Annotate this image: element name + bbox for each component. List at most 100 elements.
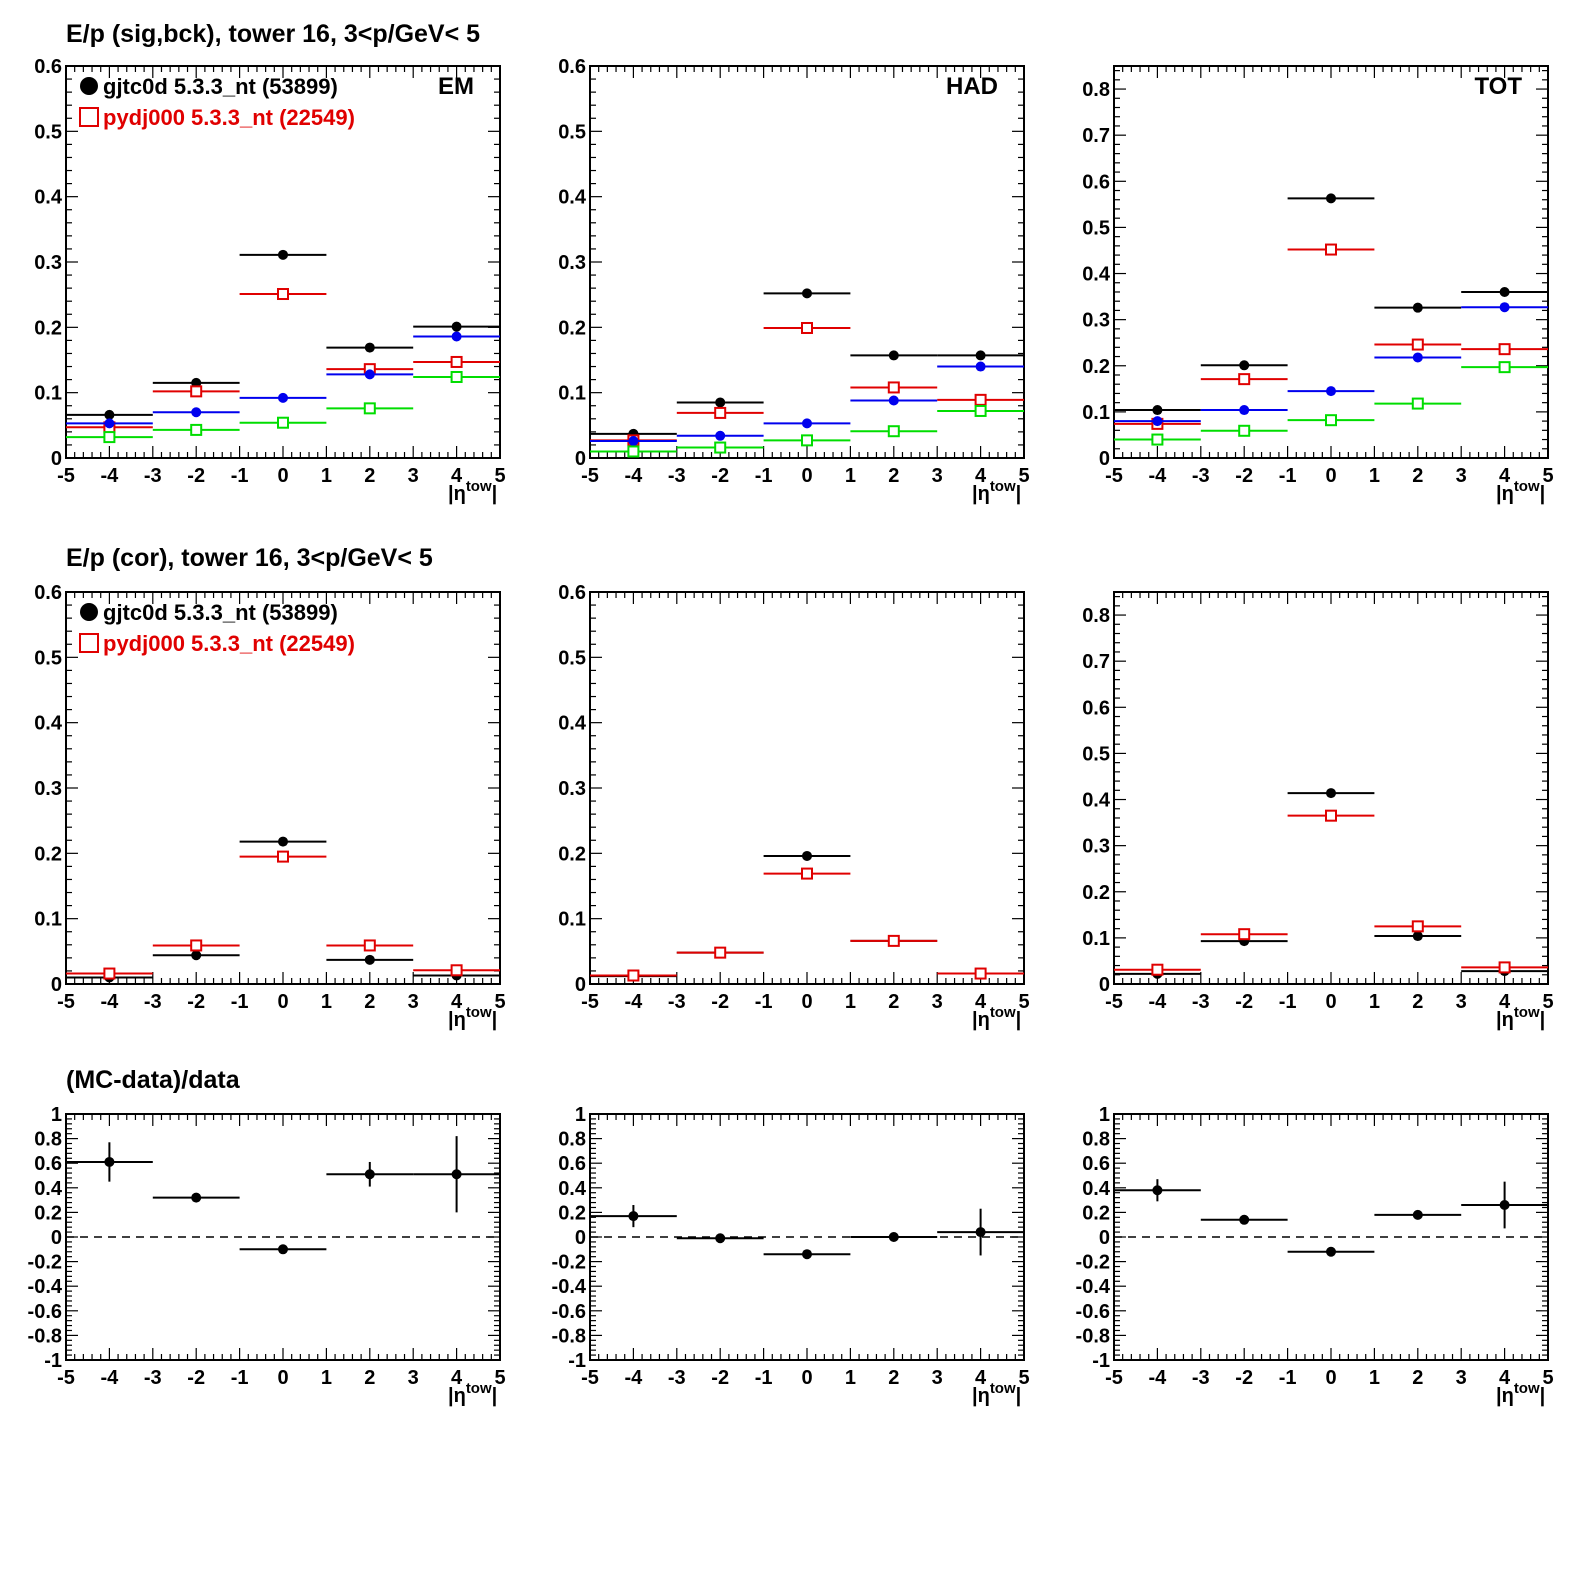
- x-tick-label: 5: [1018, 1367, 1029, 1389]
- y-tick-label: 0.5: [34, 647, 62, 669]
- data-point: [802, 418, 812, 429]
- x-tick-label: 0: [801, 991, 812, 1013]
- y-tick-label: 1: [575, 1104, 586, 1126]
- x-tick-label: -1: [755, 465, 773, 487]
- y-tick-label: -0.4: [1076, 1276, 1111, 1298]
- data-point: [1326, 1246, 1336, 1257]
- y-tick-label: 0: [1099, 1227, 1110, 1249]
- data-point: [802, 1249, 812, 1260]
- x-tick-label: 0: [1325, 1367, 1336, 1389]
- data-point-square: [1238, 373, 1251, 386]
- x-tick-label: -3: [144, 1367, 162, 1389]
- data-point: [1412, 302, 1423, 313]
- data-point-square: [190, 385, 203, 398]
- data-point: [364, 954, 375, 965]
- x-tick-label: 3: [408, 1367, 419, 1389]
- data-point: [191, 407, 202, 418]
- y-tick-label: -0.8: [1076, 1325, 1110, 1347]
- y-tick-label: 0.3: [558, 252, 586, 274]
- x-tick-label: -5: [1105, 1367, 1123, 1389]
- data-point: [1239, 405, 1250, 416]
- data-point-square: [190, 423, 203, 436]
- data-point-square: [103, 431, 116, 444]
- data-point: [278, 836, 288, 847]
- y-tick-label: 0.1: [1082, 402, 1110, 424]
- y-tick-label: 0.8: [558, 1129, 586, 1151]
- x-tick-label: 5: [494, 991, 505, 1013]
- chart-panel-8: -5 -4 -3 -2 -1 0 1 2 3 4 5-1-0.8-0.6-0.4-0.200.20.…: [1076, 1104, 1554, 1407]
- x-tick-label: -5: [581, 1367, 599, 1389]
- chart-panel-3: -5 -4 -3 -2 -1 0 1 2 3 4 5 0 0.1 0.2 0.3 0.4 0.5 0.6 |ηtow…: [34, 582, 505, 1031]
- data-point-square: [1498, 343, 1511, 356]
- y-tick-label: 0.1: [34, 909, 62, 931]
- x-tick-label: 0: [1325, 465, 1336, 487]
- x-tick-label: 5: [1542, 465, 1553, 487]
- y-tick-label: 0.6: [558, 1153, 586, 1175]
- x-tick-label: -4: [625, 465, 644, 487]
- x-tick-label: -3: [1192, 1367, 1210, 1389]
- x-tick-label: -3: [144, 991, 162, 1013]
- x-tick-label: -3: [668, 465, 686, 487]
- x-tick-label: -4: [101, 465, 120, 487]
- y-tick-label: 0.4: [558, 1178, 587, 1200]
- y-tick-label: 0.4: [34, 713, 63, 735]
- x-tick-label: -4: [625, 1367, 644, 1389]
- y-tick-label: 0.8: [34, 1129, 62, 1151]
- y-tick-label: 0.2: [558, 843, 586, 865]
- x-tick-label: -2: [187, 465, 205, 487]
- data-point: [1152, 1185, 1163, 1196]
- y-tick-label: -0.4: [552, 1276, 587, 1298]
- x-axis-label: |ηtow|: [1496, 1004, 1545, 1031]
- data-point-square: [1411, 338, 1424, 351]
- x-tick-label: 5: [1018, 465, 1029, 487]
- data-point-square: [1411, 397, 1424, 410]
- y-tick-label: 0.5: [1082, 743, 1110, 765]
- x-tick-label: -2: [1235, 1367, 1253, 1389]
- data-point-square: [1325, 243, 1337, 256]
- y-tick-label: 1: [51, 1104, 62, 1126]
- chart-panel-7: -5 -4 -3 -2 -1 0 1 2 3 4 5-1-0.8-0.6-0.4-0.200.20.…: [552, 1104, 1030, 1407]
- x-tick-label: -1: [1279, 1367, 1297, 1389]
- x-tick-label: -5: [57, 991, 75, 1013]
- data-point: [451, 1169, 462, 1180]
- data-point-square: [974, 404, 987, 417]
- x-tick-label: -1: [231, 991, 249, 1013]
- data-point: [278, 249, 288, 260]
- x-tick-label: 4: [451, 1367, 463, 1389]
- x-tick-label: 3: [1456, 1367, 1467, 1389]
- data-point: [975, 350, 986, 361]
- y-tick-label: 0.3: [558, 778, 586, 800]
- x-tick-label: 2: [888, 465, 899, 487]
- y-tick-label: 0: [1099, 974, 1110, 996]
- x-axis-label: |ηtow|: [972, 1380, 1021, 1407]
- x-tick-label: 2: [364, 1367, 375, 1389]
- data-point-square: [714, 946, 727, 959]
- y-tick-label: 0.2: [558, 317, 586, 339]
- x-tick-label: -2: [187, 1367, 205, 1389]
- y-tick-label: 0: [1099, 448, 1110, 470]
- x-tick-label: 3: [1456, 991, 1467, 1013]
- data-point: [628, 1211, 639, 1222]
- x-axis-label: |ηtow|: [972, 1004, 1021, 1031]
- x-tick-label: 3: [932, 991, 943, 1013]
- data-point: [191, 950, 202, 961]
- data-point-square: [277, 850, 289, 863]
- data-point: [364, 369, 375, 380]
- y-tick-label: -0.6: [552, 1301, 586, 1323]
- data-point: [278, 1244, 288, 1255]
- data-point: [451, 321, 462, 332]
- x-tick-label: -4: [1149, 465, 1168, 487]
- panel-label: EM: [438, 73, 474, 100]
- data-point: [278, 392, 288, 403]
- data-point: [802, 850, 812, 861]
- x-tick-label: 1: [321, 991, 332, 1013]
- x-tick-label: -5: [57, 465, 75, 487]
- x-tick-label: 5: [1542, 991, 1553, 1013]
- x-tick-label: -1: [755, 1367, 773, 1389]
- x-tick-label: -3: [668, 1367, 686, 1389]
- y-tick-label: -0.6: [1076, 1301, 1110, 1323]
- x-tick-label: -4: [1149, 991, 1168, 1013]
- x-tick-label: 1: [1369, 991, 1380, 1013]
- data-point-square: [1325, 414, 1337, 427]
- x-tick-label: 1: [845, 465, 856, 487]
